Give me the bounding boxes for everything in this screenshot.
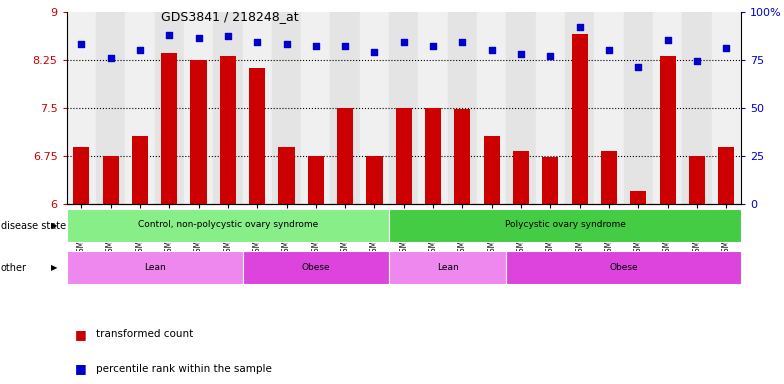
Bar [565, 12, 594, 204]
Text: transformed count: transformed count [96, 329, 194, 339]
Bar [154, 12, 184, 204]
Bar [162, 53, 177, 204]
Text: Polycystic ovary syndrome: Polycystic ovary syndrome [505, 220, 626, 229]
Bar [506, 252, 741, 284]
Bar [513, 151, 529, 204]
Point [222, 33, 234, 40]
Bar [220, 56, 236, 204]
Text: Control, non-polycystic ovary syndrome: Control, non-polycystic ovary syndrome [138, 220, 318, 229]
Bar [543, 157, 558, 204]
Bar [653, 12, 682, 204]
Bar [659, 56, 676, 204]
Text: other: other [1, 263, 27, 273]
Point [75, 41, 88, 47]
Point [280, 41, 292, 47]
Bar [191, 60, 207, 204]
Bar [601, 151, 617, 204]
Bar [448, 12, 477, 204]
Point [163, 31, 176, 38]
Text: Lean: Lean [143, 263, 165, 271]
Bar [242, 12, 272, 204]
Point [691, 58, 703, 65]
Bar [425, 108, 441, 204]
Point [456, 39, 469, 45]
Text: Lean: Lean [437, 263, 459, 271]
Bar [572, 34, 588, 204]
Bar [67, 12, 96, 204]
Point [397, 39, 410, 45]
Point [104, 55, 117, 61]
Bar [594, 12, 623, 204]
Bar [360, 12, 389, 204]
Bar [337, 108, 353, 204]
Bar [67, 252, 242, 284]
Point [310, 43, 322, 49]
Point [133, 47, 146, 53]
Bar [623, 12, 653, 204]
Bar [331, 12, 360, 204]
Point [339, 43, 351, 49]
Text: ▶: ▶ [51, 221, 57, 230]
Point [251, 39, 263, 45]
Bar [184, 12, 213, 204]
Text: ▶: ▶ [51, 263, 57, 272]
Point [515, 51, 528, 57]
Point [573, 24, 586, 30]
Point [544, 53, 557, 59]
Bar [301, 12, 331, 204]
Bar [249, 68, 265, 204]
Bar [278, 147, 295, 204]
Bar [396, 108, 412, 204]
Bar [682, 12, 712, 204]
Bar [213, 12, 242, 204]
Point [662, 37, 674, 43]
Text: Obese: Obese [609, 263, 638, 271]
Point [720, 45, 732, 51]
Bar [454, 109, 470, 204]
Bar [73, 147, 89, 204]
Bar [96, 12, 125, 204]
Bar [389, 252, 506, 284]
Bar [484, 136, 499, 204]
Bar [125, 12, 154, 204]
Bar [67, 209, 389, 242]
Bar [132, 136, 148, 204]
Point [485, 47, 498, 53]
Text: percentile rank within the sample: percentile rank within the sample [96, 364, 272, 374]
Bar [506, 12, 535, 204]
Bar [477, 12, 506, 204]
Point [426, 43, 439, 49]
Bar [419, 12, 448, 204]
Bar [103, 156, 118, 204]
Text: ■: ■ [74, 362, 86, 375]
Bar [389, 209, 741, 242]
Bar [535, 12, 565, 204]
Point [368, 49, 381, 55]
Point [603, 47, 615, 53]
Bar [242, 252, 389, 284]
Point [632, 64, 644, 70]
Bar [689, 156, 705, 204]
Text: GDS3841 / 218248_at: GDS3841 / 218248_at [161, 10, 299, 23]
Text: ■: ■ [74, 328, 86, 341]
Point [192, 35, 205, 41]
Bar [389, 12, 419, 204]
Bar [718, 147, 735, 204]
Bar [366, 156, 383, 204]
Bar [308, 156, 324, 204]
Bar [630, 191, 646, 204]
Bar [712, 12, 741, 204]
Text: disease state: disease state [1, 220, 66, 231]
Text: Obese: Obese [302, 263, 330, 271]
Bar [272, 12, 301, 204]
